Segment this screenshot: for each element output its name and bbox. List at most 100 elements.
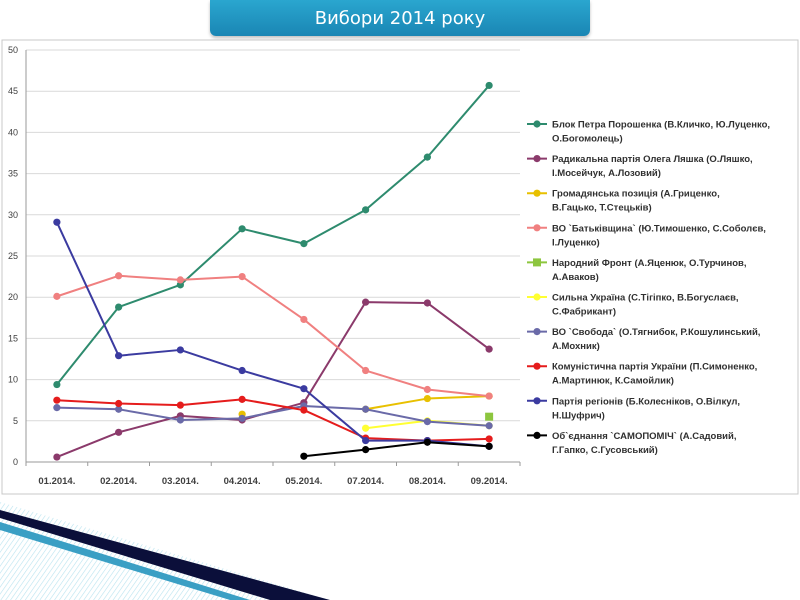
data-point — [115, 399, 123, 408]
y-tick-label: 20 — [8, 292, 18, 302]
legend-swatch-marker — [533, 293, 541, 301]
legend-entry: ВО `Свобода` (О.Тягнибок, Р.Кошулинський… — [552, 327, 760, 352]
decorative-swoosh — [0, 502, 330, 600]
swoosh-dark — [0, 510, 330, 600]
data-point — [53, 404, 61, 412]
x-tick-label: 03.2014. — [162, 476, 199, 487]
data-point — [115, 303, 123, 311]
line-chart: 0 5 10 15 20 25 30 35 40 45 50 01.2014. 02.2014. 03.2… — [1, 39, 799, 495]
data-point — [362, 436, 370, 445]
series-line — [55, 221, 490, 448]
series-line — [56, 274, 490, 398]
data-point — [423, 153, 431, 161]
legend-swatch-marker — [533, 397, 541, 405]
data-point — [485, 412, 494, 421]
legend-swatch-marker — [533, 258, 541, 267]
data-point — [53, 218, 61, 226]
data-point — [485, 345, 493, 353]
x-tick-label: 01.2014. — [38, 476, 75, 487]
y-tick-label: 40 — [8, 127, 18, 137]
legend-entry: Комуністична партія України (П.Симоненко… — [552, 362, 757, 387]
data-point — [176, 281, 184, 289]
legend-swatch-marker — [533, 120, 541, 128]
data-point — [485, 435, 493, 443]
x-tick-label: 05.2014. — [285, 476, 322, 487]
chart-frame: 0 5 10 15 20 25 30 35 40 45 50 01.2014. 02.2014. 03.2… — [0, 38, 800, 496]
legend-entry: ВО `Батьківщина` (Ю.Тимошенко, С.Соболєв… — [552, 223, 766, 248]
data-point — [300, 315, 308, 324]
legend-entry: Сильна Україна (С.Тігіпко, В.Богуслаєв, С… — [552, 293, 739, 318]
data-point — [300, 385, 308, 393]
y-tick-label: 50 — [8, 45, 18, 55]
data-point — [423, 418, 431, 426]
data-point — [362, 405, 370, 413]
data-point — [300, 240, 308, 248]
data-point — [238, 414, 246, 422]
data-point — [53, 292, 61, 300]
data-point — [485, 392, 493, 400]
legend-entry: Об`єднання `САМОПОМІЧ` (А.Садовий, Г.Гапк… — [552, 431, 737, 456]
hatch-band — [0, 502, 330, 600]
y-tick-label: 35 — [8, 169, 18, 179]
data-point — [53, 380, 61, 389]
slide-title: Вибори 2014 року — [314, 8, 486, 29]
data-point — [423, 394, 431, 403]
data-point — [238, 395, 246, 403]
x-tick-label: 02.2014. — [100, 476, 137, 487]
legend-entry: Блок Петра Порошенка (В.Кличко, Ю.Луценк… — [552, 120, 770, 145]
series-line — [303, 441, 490, 458]
data-point — [53, 453, 61, 461]
data-point — [115, 428, 123, 436]
series-line — [56, 404, 490, 427]
data-point — [300, 406, 308, 414]
data-point — [238, 225, 246, 233]
data-point — [362, 446, 370, 454]
y-tick-label: 5 — [13, 416, 18, 426]
chart-border — [1, 39, 799, 495]
data-point — [485, 422, 493, 430]
legend-entry: Партія регіонів (Б.Колесніков, О.Вілкул,… — [552, 396, 740, 421]
data-point — [423, 299, 431, 307]
data-point — [485, 81, 493, 90]
data-point — [115, 272, 123, 280]
data-point — [115, 405, 123, 413]
data-point — [176, 401, 184, 409]
x-tick-label: 04.2014. — [224, 476, 261, 487]
x-tick-label: 09.2014. — [471, 476, 508, 487]
data-point — [485, 442, 493, 450]
swoosh-light — [0, 522, 250, 600]
x-tick-label: 08.2014. — [409, 476, 446, 487]
data-point — [423, 385, 431, 394]
data-point — [423, 438, 431, 446]
data-point — [176, 276, 184, 284]
y-tick-label: 15 — [8, 333, 18, 343]
data-point — [300, 452, 308, 460]
legend-swatch-marker — [533, 431, 541, 439]
data-point — [115, 352, 123, 360]
legend-entry: Радикальна партія Олега Ляшка (О.Ляшко, І… — [552, 154, 753, 179]
data-point — [362, 298, 370, 306]
y-tick-label: 0 — [13, 457, 18, 467]
series-line — [56, 84, 490, 386]
data-point — [362, 424, 370, 432]
y-tick-label: 30 — [8, 210, 18, 220]
slide-title-bar: Вибори 2014 року — [210, 0, 590, 36]
data-point — [362, 206, 370, 214]
legend-swatch-marker — [533, 155, 541, 163]
data-point — [176, 346, 184, 354]
data-point — [238, 366, 246, 375]
legend-entry: Громадянська позиція (А.Гриценко, В.Гацьк… — [552, 189, 720, 214]
legend-entry: Народний Фронт (А.Яценюк, О.Турчинов, А.А… — [552, 258, 747, 283]
data-point — [53, 396, 61, 404]
legend-swatch-marker — [533, 362, 541, 370]
y-tick-label: 25 — [8, 251, 18, 261]
x-tick-label: 07.2014. — [347, 476, 384, 487]
y-tick-label: 10 — [8, 375, 18, 385]
legend-swatch-marker — [533, 328, 541, 336]
legend-swatch-marker — [533, 189, 541, 197]
legend-swatch-marker — [533, 224, 541, 232]
data-point — [362, 366, 370, 375]
data-point — [176, 416, 184, 424]
data-point — [238, 273, 246, 281]
y-tick-label: 45 — [8, 86, 18, 96]
